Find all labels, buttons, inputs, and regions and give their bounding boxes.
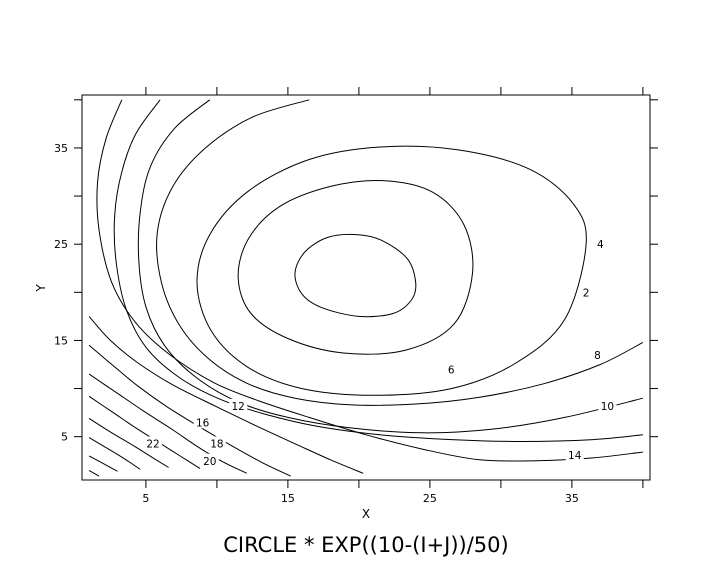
y-axis-label: Y <box>34 284 48 293</box>
contour-line <box>88 417 169 468</box>
contour-line-22 <box>88 395 201 469</box>
contour-label-20: 20 <box>203 456 216 468</box>
y-tick-label: 35 <box>54 142 68 155</box>
contour-line-16 <box>88 316 364 474</box>
contour-label-bg <box>193 415 212 429</box>
contour-line-6 <box>196 145 587 396</box>
y-tick-label: 15 <box>54 334 68 347</box>
contour-label-4: 4 <box>597 239 604 251</box>
y-tick-label: 5 <box>61 431 68 444</box>
contour-line <box>88 437 141 470</box>
contour-label-bg <box>598 398 617 412</box>
contour-line-4 <box>237 179 474 355</box>
x-tick-label: 25 <box>423 492 437 505</box>
contour-label-12: 12 <box>232 401 245 413</box>
x-tick-label: 5 <box>142 492 149 505</box>
contour-line <box>88 455 118 472</box>
contour-label-bg <box>580 285 592 299</box>
contour-line-18 <box>88 344 291 477</box>
contour-label-bg <box>445 362 457 376</box>
x-tick-label: 15 <box>281 492 295 505</box>
plot-frame <box>81 94 651 481</box>
contour-line-20 <box>88 373 247 474</box>
contour-label-bg <box>591 347 603 361</box>
contour-label-bg <box>207 436 226 450</box>
chart-title: CIRCLE * EXP((10-(I+J))/50) <box>223 533 508 557</box>
contour-line-2 <box>294 233 417 318</box>
contour-line-10 <box>137 99 644 434</box>
axis-ticks <box>74 87 658 488</box>
contour-label-2: 2 <box>583 287 590 299</box>
axis-tick-labels: 5 15 25 35 5 15 25 35 <box>54 142 579 505</box>
contour-label-bg <box>144 436 162 450</box>
x-tick-label: 35 <box>565 492 579 505</box>
y-tick-label: 25 <box>54 238 68 251</box>
contour-label-bg <box>200 453 219 467</box>
contour-label-10: 10 <box>601 401 614 413</box>
contour-label-22: 22 <box>146 438 159 450</box>
contour-line-14 <box>96 99 643 462</box>
contour-label-bg <box>594 237 606 251</box>
contour-label-8: 8 <box>594 350 601 362</box>
contour-line-12 <box>113 99 643 443</box>
contour-lines <box>88 99 644 477</box>
contour-label-16: 16 <box>196 417 210 429</box>
x-axis-label: X <box>362 507 370 521</box>
contour-label-14: 14 <box>568 450 582 462</box>
contour-label-bg <box>565 447 584 461</box>
contour-line-8 <box>156 99 644 406</box>
contour-label-bg <box>229 398 248 412</box>
contour-line <box>88 469 100 477</box>
contour-label-6: 6 <box>448 364 455 376</box>
contour-label-18: 18 <box>210 438 223 450</box>
